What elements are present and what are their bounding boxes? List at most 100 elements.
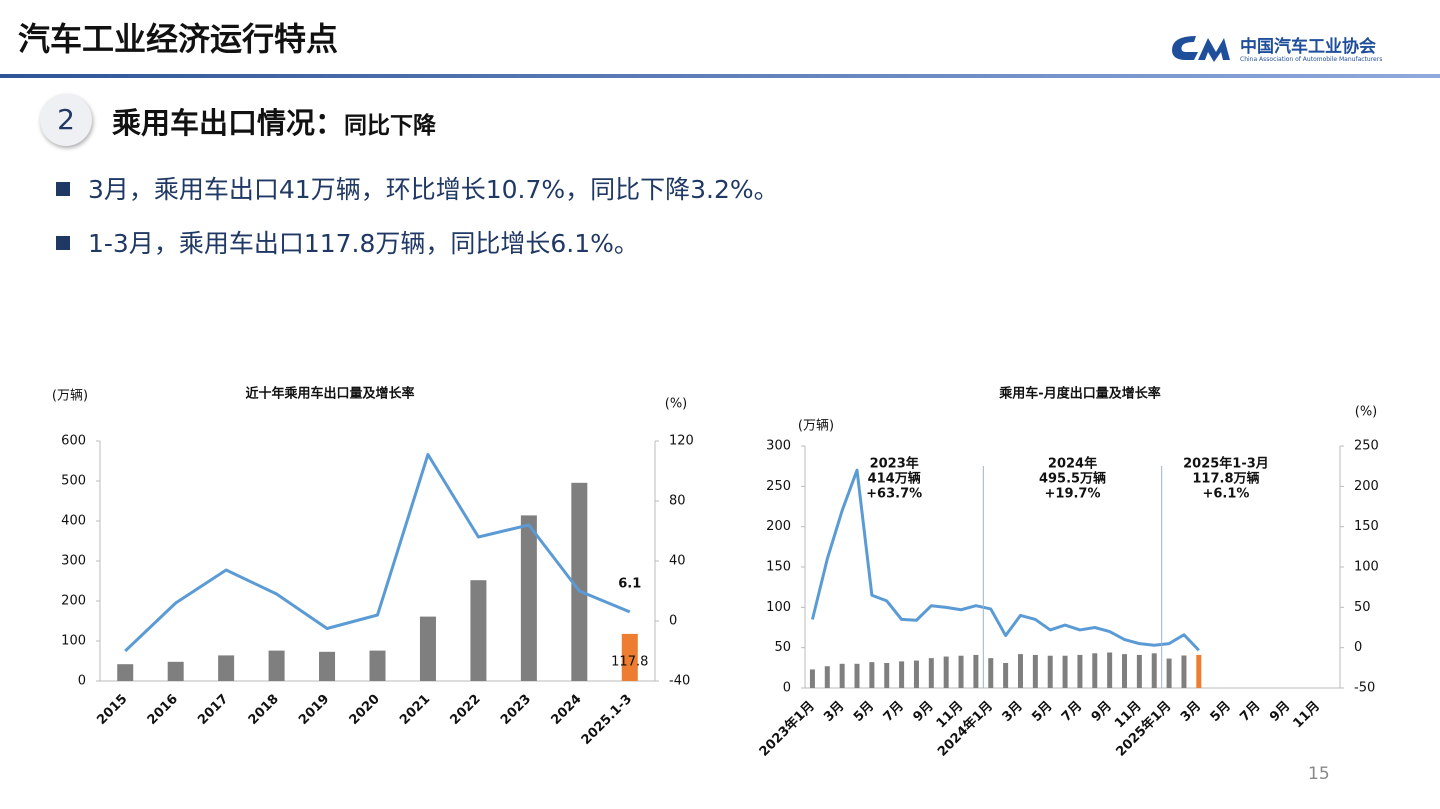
- x-tick-label: 2023: [498, 692, 534, 728]
- annotation: 2024年: [1048, 456, 1097, 472]
- bar: [1047, 655, 1053, 688]
- x-tick-label: 5月: [1208, 699, 1234, 725]
- bullet: 3月，乘用车出口41万辆，环比增长10.7%，同比下降3.2%。: [56, 170, 779, 206]
- bar: [1181, 655, 1187, 688]
- bar: [1107, 652, 1113, 688]
- y-tick-label: 100: [766, 600, 791, 615]
- x-tick-label: 3月: [1178, 699, 1204, 725]
- bar: [854, 663, 860, 688]
- bar: [369, 650, 386, 681]
- bar: [268, 650, 285, 681]
- x-tick-label: 2021: [397, 692, 433, 728]
- y2-tick-label: 100: [1354, 560, 1379, 575]
- y-tick-label: 50: [774, 640, 791, 655]
- chart-title: 乘用车-月度出口量及增长率: [998, 386, 1160, 402]
- logo-text: 中国汽车工业协会: [1240, 37, 1376, 57]
- logo: 中国汽车工业协会 China Association of Automobile…: [1168, 30, 1382, 68]
- bar: [1122, 654, 1128, 688]
- bar: [319, 651, 336, 681]
- annotation: +19.7%: [1045, 487, 1101, 502]
- bar: [167, 661, 184, 681]
- bar: [899, 661, 905, 688]
- y2-tick-label: -50: [1354, 681, 1375, 696]
- bar: [218, 655, 235, 681]
- x-tick-label: 2016: [145, 692, 181, 728]
- x-tick-label: 2023年1月: [756, 698, 818, 760]
- bar: [1136, 654, 1142, 688]
- y-tick-label: 300: [766, 439, 791, 454]
- annotation: 414万辆: [868, 471, 921, 487]
- x-tick-label: 3月: [821, 699, 847, 725]
- y2-axis-label: (%): [1355, 405, 1378, 420]
- y2-axis-label: (%): [665, 397, 688, 412]
- bar: [1166, 658, 1172, 688]
- heading-sub: 同比下降: [344, 113, 437, 139]
- bar: [943, 656, 949, 688]
- x-tick-label: 3月: [1000, 699, 1026, 725]
- y2-tick-label: 50: [1354, 600, 1371, 615]
- x-tick-label: 2022: [448, 692, 484, 728]
- bar: [117, 664, 134, 681]
- y2-tick-label: 0: [669, 614, 677, 629]
- x-tick-label: 7月: [1059, 699, 1085, 725]
- line: [124, 453, 631, 653]
- y-axis-label: (万辆): [798, 419, 834, 434]
- y-tick-label: 200: [61, 594, 86, 609]
- annotation: +63.7%: [866, 487, 922, 502]
- bar: [824, 666, 830, 688]
- bar: [1151, 653, 1157, 688]
- x-tick-label: 2020: [347, 692, 383, 728]
- bar: [621, 633, 638, 681]
- annotation: 495.5万辆: [1039, 471, 1106, 487]
- y2-tick-label: 150: [1354, 519, 1379, 534]
- x-tick-label: 5月: [851, 699, 877, 725]
- y-tick-label: 500: [61, 474, 86, 489]
- annotation: 2025年1-3月: [1183, 456, 1269, 472]
- bar: [809, 669, 815, 688]
- bar: [520, 515, 537, 681]
- x-tick-label: 2025.1-3: [579, 692, 635, 748]
- y2-tick-label: 40: [669, 554, 686, 569]
- annotation: +6.1%: [1202, 487, 1249, 502]
- y2-tick-label: 120: [669, 434, 694, 449]
- bar: [419, 616, 436, 681]
- y2-tick-label: 200: [1354, 479, 1379, 494]
- bar: [1003, 662, 1009, 688]
- data-label: 6.1: [618, 576, 641, 591]
- heading-main: 乘用车出口情况：: [112, 106, 345, 140]
- logo-subtext: China Association of Automobile Manufact…: [1240, 56, 1383, 63]
- bar: [958, 655, 964, 688]
- bar: [869, 662, 875, 688]
- y-tick-label: 0: [78, 674, 86, 689]
- y-tick-label: 150: [766, 560, 791, 575]
- page-number: 15: [1308, 764, 1330, 784]
- bar: [913, 660, 919, 688]
- y-tick-label: 0: [783, 681, 791, 696]
- bar: [1032, 654, 1038, 688]
- annotation: 117.8万辆: [1192, 471, 1259, 487]
- x-tick-label: 7月: [1237, 699, 1263, 725]
- y-tick-label: 200: [766, 519, 791, 534]
- x-tick-label: 11月: [1290, 699, 1323, 732]
- bar: [1062, 655, 1068, 688]
- logo-mark: [1172, 36, 1230, 62]
- bar: [1196, 654, 1202, 688]
- x-tick-label: 2019: [296, 692, 332, 728]
- y-tick-label: 100: [61, 634, 86, 649]
- y-tick-label: 400: [61, 514, 86, 529]
- annotation: 2023年: [870, 456, 919, 472]
- bar: [988, 658, 994, 688]
- y-tick-label: 250: [766, 479, 791, 494]
- x-tick-label: 5月: [1029, 699, 1055, 725]
- y-axis-label: (万辆): [52, 389, 88, 404]
- section-number: 2: [40, 94, 92, 146]
- y-tick-label: 300: [61, 554, 86, 569]
- bar: [839, 663, 845, 688]
- y-tick-label: 600: [61, 434, 86, 449]
- slide-title: 汽车工业经济运行特点: [18, 20, 339, 58]
- bar: [571, 482, 588, 681]
- bar: [973, 654, 979, 688]
- bar: [1017, 654, 1023, 688]
- x-tick-label: 2018: [246, 692, 282, 728]
